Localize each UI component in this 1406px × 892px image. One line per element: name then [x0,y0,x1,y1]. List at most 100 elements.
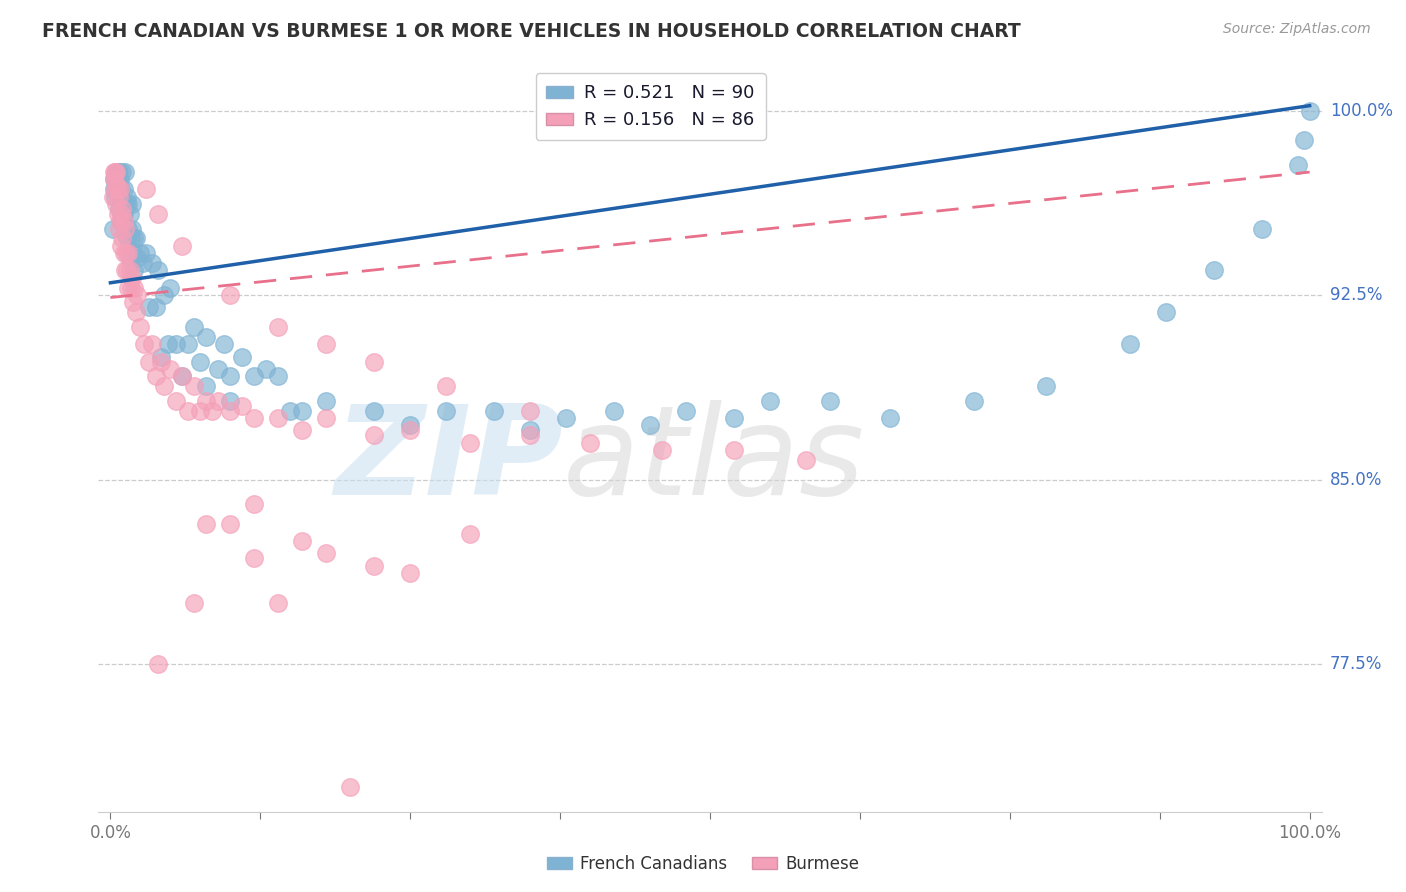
Point [177,403,200,417]
Point [108,182,129,196]
Point [434,403,457,417]
Point [103,165,125,179]
Point [243,551,266,566]
Point [159,281,181,295]
Point [651,443,673,458]
Point [135,182,157,196]
Point [117,281,139,295]
Point [219,393,242,408]
Point [1292,133,1315,147]
Point [118,263,141,277]
Point [115,197,138,211]
Point [1298,103,1320,118]
Point [124,231,146,245]
Point [291,534,314,549]
Point [315,411,337,425]
Point [132,256,155,270]
Point [195,516,218,531]
Point [124,281,146,295]
Point [111,202,134,216]
Point [675,403,697,417]
Point [108,182,131,196]
Point [519,423,541,437]
Point [183,320,205,334]
Point [195,330,218,344]
Point [519,403,541,417]
Point [818,393,841,408]
Point [723,443,745,458]
Text: 100.0%: 100.0% [1330,102,1393,120]
Point [315,546,337,560]
Point [108,172,131,186]
Point [243,411,266,425]
Text: Source: ZipAtlas.com: Source: ZipAtlas.com [1223,22,1371,37]
Point [104,182,127,196]
Point [188,354,211,368]
Point [207,362,229,376]
Point [172,239,194,253]
Point [879,411,901,425]
Point [188,403,211,417]
Point [112,214,135,228]
Text: FRENCH CANADIAN VS BURMESE 1 OR MORE VEHICLES IN HOUSEHOLD CORRELATION CHART: FRENCH CANADIAN VS BURMESE 1 OR MORE VEH… [42,22,1021,41]
Point [231,399,253,413]
Point [115,189,138,203]
Point [111,165,134,179]
Point [122,246,145,260]
Point [555,411,578,425]
Point [117,246,139,260]
Point [108,189,131,203]
Point [1119,337,1142,351]
Point [794,453,817,467]
Point [120,231,142,245]
Point [138,301,160,315]
Point [118,207,141,221]
Point [291,423,314,437]
Point [267,320,290,334]
Point [110,207,132,221]
Point [315,337,337,351]
Point [115,246,138,260]
Point [165,393,187,408]
Point [117,197,139,211]
Legend: R = 0.521   N = 90, R = 0.156   N = 86: R = 0.521 N = 90, R = 0.156 N = 86 [536,73,765,140]
Point [267,369,290,384]
Point [201,403,224,417]
Point [149,354,172,368]
Point [458,526,481,541]
Point [153,288,176,302]
Point [145,369,167,384]
Point [105,197,128,211]
Point [183,379,205,393]
Point [103,182,125,196]
Point [101,189,124,203]
Point [108,202,129,216]
Point [124,305,146,319]
Point [138,354,160,368]
Text: atlas: atlas [564,401,865,522]
Point [108,221,129,235]
Point [108,214,131,228]
Point [723,411,745,425]
Point [132,337,155,351]
Point [108,165,129,179]
Point [339,780,361,794]
Point [519,428,541,442]
Point [254,362,277,376]
Point [105,165,128,179]
Point [399,423,422,437]
Point [219,516,242,531]
Point [363,354,385,368]
Point [1154,305,1177,319]
Point [125,288,148,302]
Point [172,369,194,384]
Point [129,246,152,260]
Point [214,337,236,351]
Point [110,214,132,228]
Point [148,263,170,277]
Point [219,369,242,384]
Point [153,379,176,393]
Point [115,231,138,245]
Point [117,221,139,235]
Point [267,411,290,425]
